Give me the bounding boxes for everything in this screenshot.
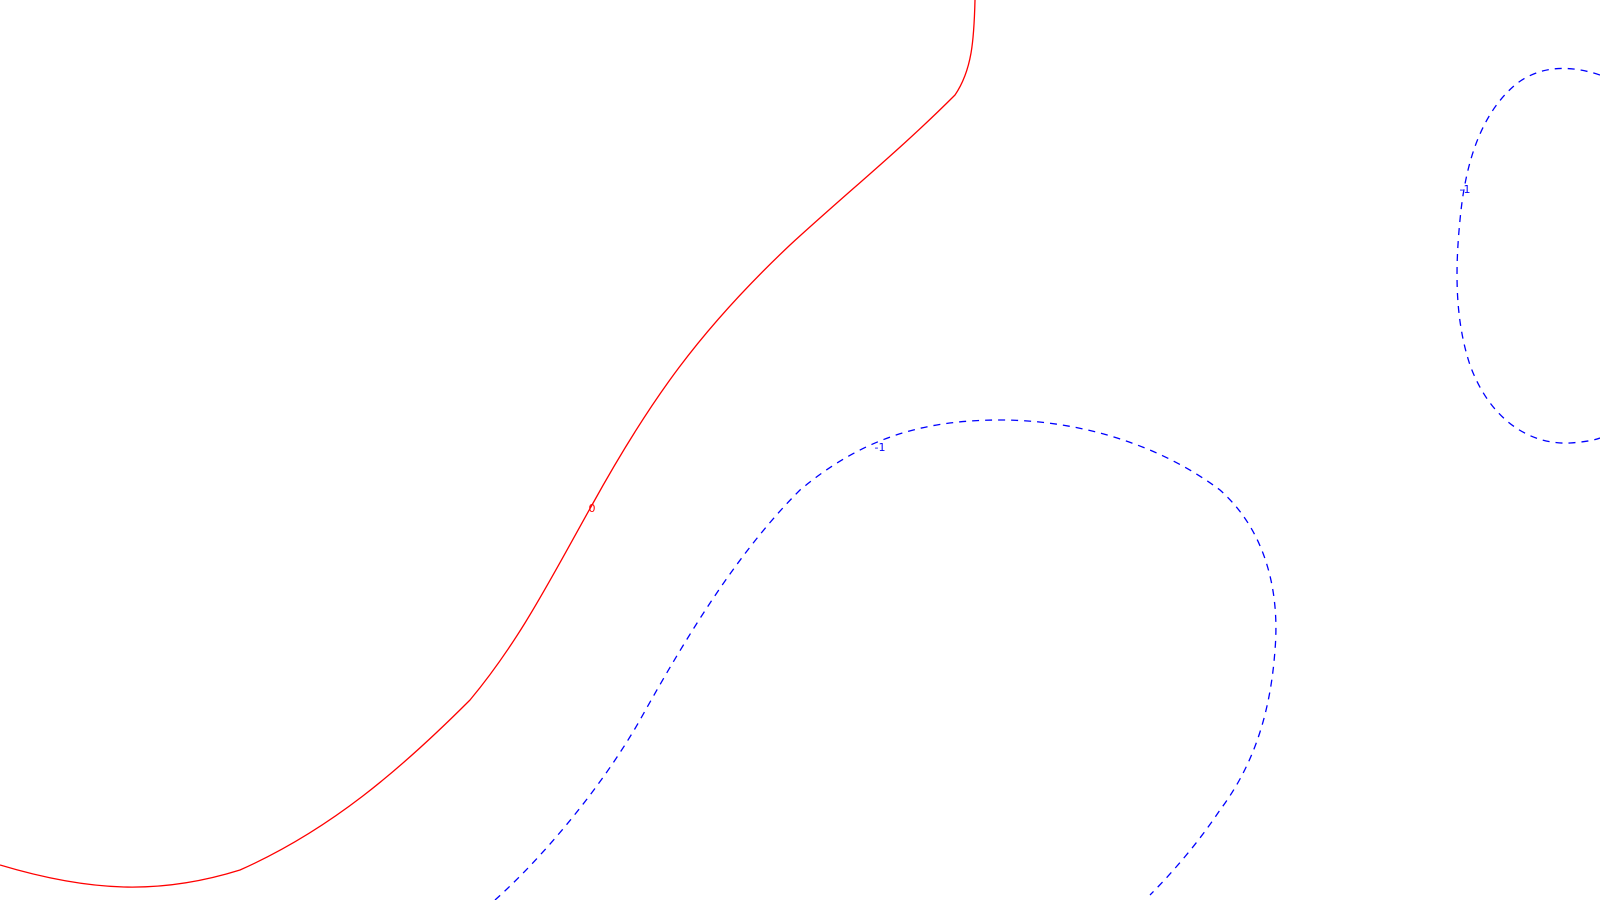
contour-line-level-neg1-right	[1456, 67, 1600, 444]
contour-line-level-0	[0, 0, 976, 888]
contour-label-level-neg1-main: -1	[875, 441, 886, 454]
contour-label-level-neg1-right: -1	[1460, 183, 1471, 196]
contour-label-level-0: 0	[589, 502, 596, 515]
contour-line-level-neg1-main	[494, 419, 1277, 900]
